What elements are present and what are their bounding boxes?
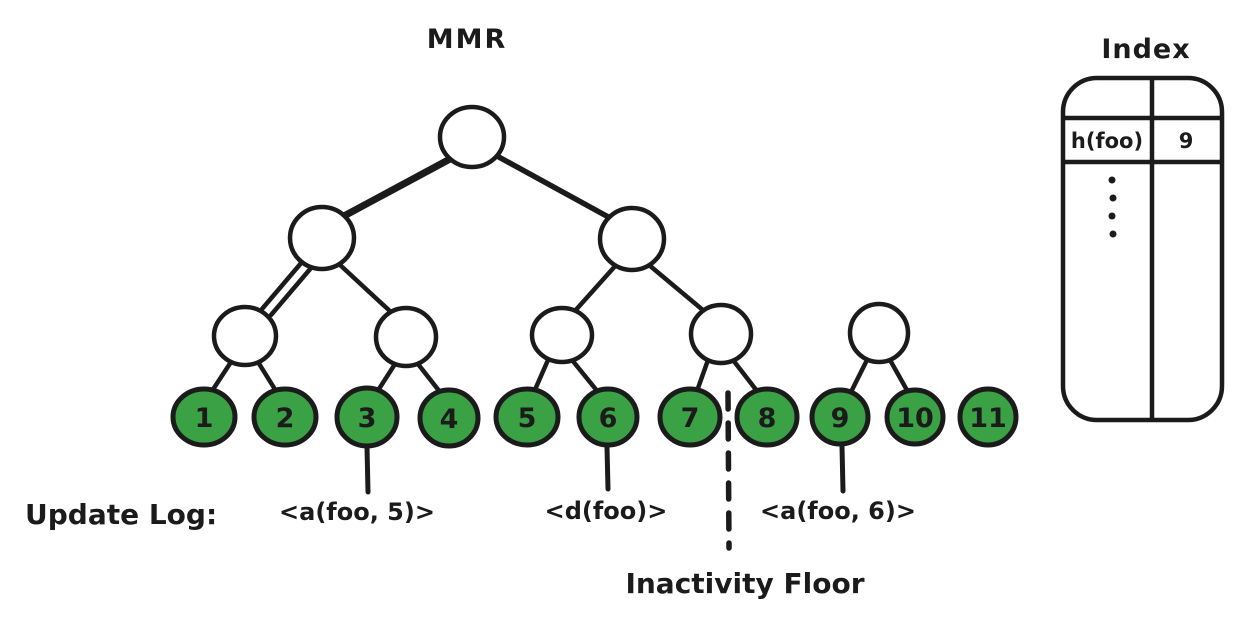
edge-right-parent78 xyxy=(646,262,707,314)
tree-edges xyxy=(209,153,911,395)
internal-nodes xyxy=(211,104,911,369)
update-log-entry-2: <d(foo)> xyxy=(545,497,668,525)
leaf-label-2: 2 xyxy=(276,403,295,434)
leaf-labels: 1 2 3 4 5 6 7 8 9 10 11 xyxy=(195,403,1007,435)
internal-node-right xyxy=(597,205,667,273)
edge-left-parent34 xyxy=(336,261,395,316)
edge-p12-leaf2 xyxy=(255,359,279,394)
edge-p34-leaf3 xyxy=(374,361,398,395)
edge-right-parent56 xyxy=(571,261,620,315)
leaf-nodes xyxy=(170,385,1019,449)
diagram-title: MMR xyxy=(427,24,508,55)
update-log-label: Update Log: xyxy=(25,498,217,531)
ellipsis-dot xyxy=(1109,230,1117,238)
leaf-label-9: 9 xyxy=(831,403,850,434)
log-tick-leaf9 xyxy=(839,443,846,494)
edge-peak-leaf10 xyxy=(887,357,911,395)
leaf-label-6: 6 xyxy=(599,403,618,434)
leaf-label-10: 10 xyxy=(896,403,934,434)
leaf-label-3: 3 xyxy=(358,403,377,434)
leaf-node-10 xyxy=(884,387,946,447)
leaf-label-4: 4 xyxy=(440,404,459,435)
edge-p12-leaf1 xyxy=(209,359,234,394)
leaf-label-5: 5 xyxy=(518,403,537,434)
edge-p78-leaf8 xyxy=(730,357,760,394)
edge-root-left xyxy=(340,155,454,220)
log-tick-leaf6 xyxy=(604,444,611,492)
log-tick-leaf3 xyxy=(364,444,371,495)
index-row-key: h(foo) xyxy=(1071,129,1143,153)
edge-left-parent12-a xyxy=(259,259,305,312)
leaf-node-8 xyxy=(734,386,800,448)
inactivity-floor-label: Inactivity Floor xyxy=(625,567,864,600)
edge-p56-leaf5 xyxy=(531,357,551,395)
root-node xyxy=(437,104,507,170)
leaf-node-1 xyxy=(170,386,238,448)
index-table-border xyxy=(1060,75,1225,423)
ellipsis-dot xyxy=(1108,176,1116,184)
ellipsis-dot xyxy=(1108,212,1116,220)
index-table-title: Index xyxy=(1101,34,1190,65)
index-ellipsis-dots xyxy=(1108,176,1117,238)
internal-node-left xyxy=(287,204,357,272)
leaf-node-4 xyxy=(417,387,481,449)
update-log-ticks xyxy=(364,443,846,495)
edge-root-right xyxy=(494,153,615,222)
edge-p56-leaf6 xyxy=(569,357,601,395)
edge-p78-leaf7 xyxy=(694,357,711,394)
leaf-node-7 xyxy=(657,386,723,448)
leaf-label-11: 11 xyxy=(969,403,1007,434)
leaf-label-8: 8 xyxy=(758,403,777,434)
peak-node-910 xyxy=(847,301,911,365)
edge-p34-leaf4 xyxy=(415,361,443,395)
leaf-label-1: 1 xyxy=(195,403,214,434)
edge-left-parent12-b xyxy=(268,265,314,318)
parent-node-34 xyxy=(373,305,439,369)
update-log-entry-1: <a(foo, 5)> xyxy=(279,498,435,526)
parent-node-78 xyxy=(688,302,754,366)
index-row-value: 9 xyxy=(1179,129,1194,153)
parent-node-12 xyxy=(211,304,279,368)
leaf-label-7: 7 xyxy=(681,403,700,434)
leaf-node-11 xyxy=(957,386,1019,448)
inactivity-floor-line xyxy=(725,390,732,551)
parent-node-56 xyxy=(529,305,595,365)
leaf-node-9 xyxy=(809,387,871,447)
index-table xyxy=(1060,75,1225,423)
ellipsis-dot xyxy=(1109,194,1117,202)
leaf-node-5 xyxy=(493,386,561,448)
edge-peak-leaf9 xyxy=(848,357,870,395)
update-log-entry-3: <a(foo, 6)> xyxy=(760,497,916,525)
leaf-node-2 xyxy=(251,386,319,448)
